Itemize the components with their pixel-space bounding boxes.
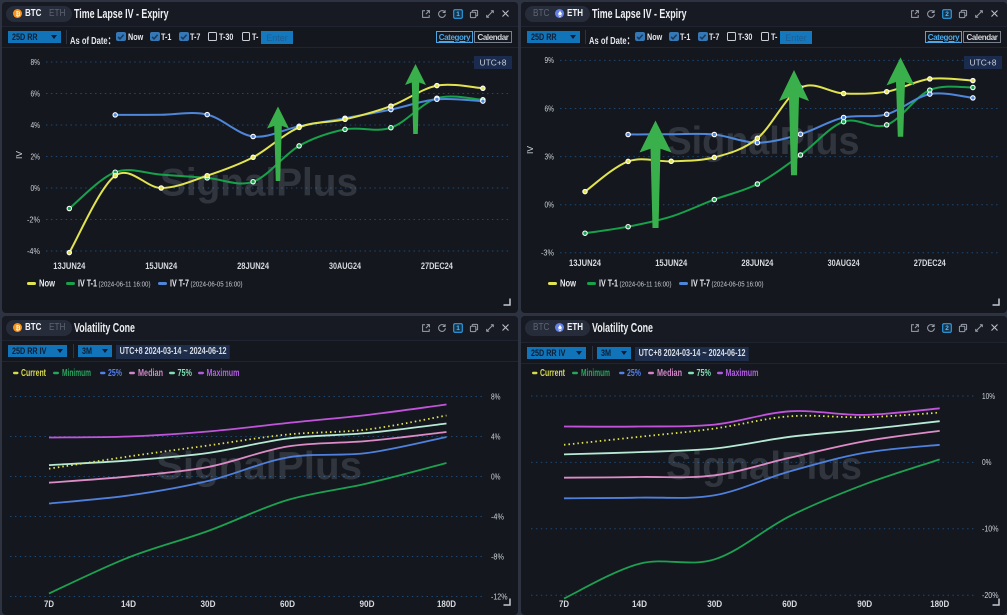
svg-text:IV T-1: IV T-1 — [78, 279, 97, 290]
svg-text:90D: 90D — [360, 599, 375, 610]
svg-text:180D: 180D — [437, 599, 456, 610]
svg-text:(2024-06-11 16:00): (2024-06-11 16:00) — [99, 279, 151, 288]
svg-text:9%: 9% — [545, 55, 555, 65]
svg-text:60D: 60D — [280, 599, 295, 610]
svg-text:Now: Now — [560, 279, 576, 290]
svg-text:-3%: -3% — [541, 248, 554, 258]
svg-text:2%: 2% — [31, 151, 41, 161]
svg-text:7D: 7D — [44, 599, 54, 610]
svg-text:75%: 75% — [697, 368, 712, 379]
svg-text:(2024-06-05 16:00): (2024-06-05 16:00) — [712, 279, 764, 288]
svg-text:-4%: -4% — [491, 511, 504, 521]
svg-text:15JUN24: 15JUN24 — [655, 258, 688, 269]
svg-text:0%: 0% — [491, 471, 501, 481]
svg-text:Minimum: Minimum — [62, 368, 91, 379]
svg-text:2: 2 — [945, 325, 949, 332]
svg-text:UTC+8: UTC+8 — [480, 58, 507, 68]
svg-text:Now: Now — [39, 279, 55, 290]
svg-text:Current: Current — [21, 368, 46, 379]
svg-text:0%: 0% — [545, 199, 555, 209]
svg-text:0%: 0% — [31, 183, 41, 193]
svg-text:(2024-06-05 16:00): (2024-06-05 16:00) — [191, 279, 243, 288]
svg-text:27DEC24: 27DEC24 — [914, 258, 947, 269]
svg-text:SignalPlus: SignalPlus — [160, 162, 358, 205]
svg-text:10%: 10% — [982, 391, 995, 401]
svg-text:14D: 14D — [632, 599, 647, 610]
svg-text:90D: 90D — [857, 599, 872, 610]
svg-text:IV T-7: IV T-7 — [691, 279, 710, 290]
svg-text:6%: 6% — [31, 88, 41, 98]
svg-text:IV: IV — [14, 151, 24, 159]
svg-text:SignalPlus: SignalPlus — [666, 445, 862, 488]
svg-text:30AUG24: 30AUG24 — [329, 261, 362, 272]
svg-text:0%: 0% — [982, 457, 992, 467]
svg-text:15JUN24: 15JUN24 — [145, 261, 178, 272]
svg-text:2: 2 — [945, 11, 949, 18]
svg-text:8%: 8% — [31, 57, 41, 67]
svg-text:6%: 6% — [545, 103, 555, 113]
svg-text:₿: ₿ — [15, 11, 20, 18]
svg-text:4%: 4% — [491, 431, 501, 441]
svg-text:13JUN24: 13JUN24 — [569, 258, 602, 269]
svg-text:28JUN24: 28JUN24 — [741, 258, 774, 269]
svg-text:-4%: -4% — [27, 246, 40, 256]
svg-text:60D: 60D — [782, 599, 797, 610]
svg-text:-20%: -20% — [982, 590, 999, 600]
svg-text:Maximum: Maximum — [726, 368, 759, 379]
svg-text:180D: 180D — [930, 599, 949, 610]
svg-text:-12%: -12% — [491, 591, 508, 601]
svg-text:30D: 30D — [201, 599, 216, 610]
svg-text:Maximum: Maximum — [207, 368, 240, 379]
svg-text:25%: 25% — [627, 368, 641, 379]
svg-text:-2%: -2% — [27, 214, 40, 224]
svg-text:IV T-1: IV T-1 — [599, 279, 618, 290]
svg-text:7D: 7D — [559, 599, 569, 610]
svg-text:27DEC24: 27DEC24 — [421, 261, 454, 272]
svg-text:28JUN24: 28JUN24 — [237, 261, 270, 272]
svg-text:30AUG24: 30AUG24 — [828, 258, 861, 269]
svg-text:4%: 4% — [31, 120, 41, 130]
svg-text:IV T-7: IV T-7 — [170, 279, 189, 290]
svg-text:30D: 30D — [707, 599, 722, 610]
svg-text:Current: Current — [540, 368, 565, 379]
svg-text:8%: 8% — [491, 391, 501, 401]
svg-text:13JUN24: 13JUN24 — [53, 261, 86, 272]
svg-text:1: 1 — [456, 11, 460, 18]
svg-text:25%: 25% — [108, 368, 122, 379]
svg-text:Median: Median — [657, 368, 682, 379]
svg-text:Minimum: Minimum — [581, 368, 610, 379]
svg-text:14D: 14D — [121, 599, 136, 610]
svg-text:SignalPlus: SignalPlus — [156, 445, 362, 488]
svg-text:₿: ₿ — [15, 325, 20, 332]
svg-text:75%: 75% — [178, 368, 193, 379]
svg-text:IV: IV — [525, 146, 535, 154]
svg-text:1: 1 — [456, 325, 460, 332]
svg-text:3%: 3% — [545, 151, 555, 161]
svg-text:Median: Median — [138, 368, 163, 379]
svg-text:-10%: -10% — [982, 524, 999, 534]
svg-text:(2024-06-11 16:00): (2024-06-11 16:00) — [620, 279, 672, 288]
svg-text:UTC+8: UTC+8 — [970, 58, 997, 68]
svg-text:-8%: -8% — [491, 551, 504, 561]
